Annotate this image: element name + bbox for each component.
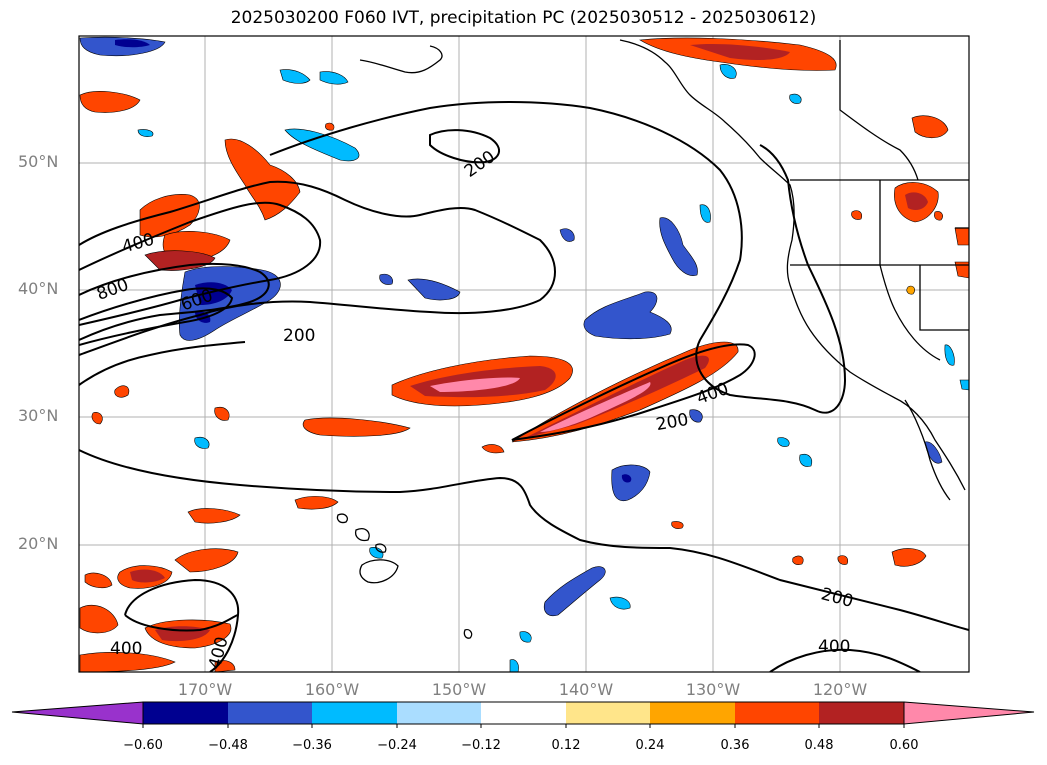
- map-frame: [78, 35, 970, 673]
- colorbar-bin: [143, 702, 228, 724]
- coastlines: [336, 39, 969, 639]
- colorbar-bin: [481, 702, 566, 724]
- contour-labels: 200 400 800 600 200 400 200 200 400 400 …: [94, 147, 855, 671]
- colorbar-bin: [735, 702, 819, 724]
- lon-label-160w: 160°W: [304, 680, 360, 699]
- contour-label: 800: [94, 275, 131, 305]
- colorbar-extend-high: [903, 701, 1035, 725]
- contour-label: 400: [818, 637, 850, 657]
- contour-label: 200: [655, 410, 690, 435]
- map-title: 2025030200 F060 IVT, precipitation PC (2…: [230, 8, 817, 28]
- colorbar-tick: −0.60: [123, 738, 163, 753]
- colorbar-bin: [397, 702, 481, 724]
- colorbar-bin: [819, 702, 904, 724]
- map-canvas: 200 400 800 600 200 400 200 200 400 400 …: [78, 35, 970, 673]
- colorbar-bin: [312, 702, 397, 724]
- gridlines: [79, 36, 969, 672]
- lat-label-40n: 40°N: [18, 279, 59, 298]
- lon-label-140w: 140°W: [558, 680, 614, 699]
- contour-label: 400: [110, 639, 142, 659]
- lon-label-150w: 150°W: [431, 680, 487, 699]
- colorbar-tick: 0.48: [804, 738, 834, 753]
- colorbar-bin: [228, 702, 312, 724]
- lon-label-120w: 120°W: [812, 680, 868, 699]
- lon-label-130w: 130°W: [685, 680, 741, 699]
- colorbar-tick: −0.48: [208, 738, 248, 753]
- colorbar-tick: 0.24: [635, 738, 665, 753]
- contour-label: 400: [694, 379, 731, 409]
- colorbar-tick: −0.36: [292, 738, 332, 753]
- colorbar-tick: −0.24: [377, 738, 417, 753]
- contour-label: 200: [461, 147, 499, 182]
- lon-label-170w: 170°W: [177, 680, 233, 699]
- colorbar: [11, 701, 1035, 728]
- lat-label-20n: 20°N: [18, 534, 59, 553]
- contour-label: 200: [283, 326, 315, 346]
- colorbar-tick: −0.12: [461, 738, 501, 753]
- precip-positive: [79, 37, 969, 672]
- ivt-contours: [79, 101, 969, 672]
- colorbar-tick: 0.36: [720, 738, 750, 753]
- colorbar-bin: [650, 702, 735, 724]
- precip-negative: [79, 36, 969, 672]
- lat-label-30n: 30°N: [18, 406, 59, 425]
- contour-label: 200: [819, 584, 856, 612]
- colorbar-tick: 0.60: [889, 738, 919, 753]
- lat-label-50n: 50°N: [18, 152, 59, 171]
- colorbar-bin: [566, 702, 650, 724]
- colorbar-tick: 0.12: [551, 738, 581, 753]
- colorbar-extend-low: [11, 701, 144, 725]
